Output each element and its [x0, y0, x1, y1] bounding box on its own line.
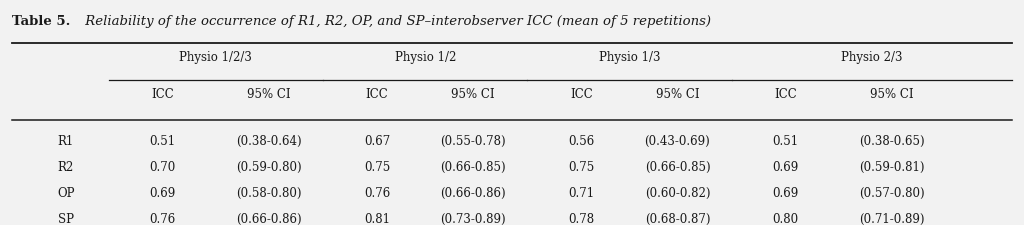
- Text: 0.51: 0.51: [773, 135, 799, 148]
- Text: (0.71-0.89): (0.71-0.89): [859, 212, 925, 225]
- Text: 0.69: 0.69: [150, 186, 176, 199]
- Text: 0.75: 0.75: [365, 160, 390, 173]
- Text: 95% CI: 95% CI: [870, 88, 913, 101]
- Text: (0.66-0.86): (0.66-0.86): [237, 212, 302, 225]
- Text: 0.56: 0.56: [568, 135, 595, 148]
- Text: Physio 1/2: Physio 1/2: [394, 51, 456, 64]
- Text: (0.38-0.65): (0.38-0.65): [859, 135, 925, 148]
- Text: (0.73-0.89): (0.73-0.89): [440, 212, 506, 225]
- Text: (0.60-0.82): (0.60-0.82): [645, 186, 711, 199]
- Text: Physio 1/2/3: Physio 1/2/3: [179, 51, 252, 64]
- Text: (0.59-0.80): (0.59-0.80): [237, 160, 302, 173]
- Text: Table 5.: Table 5.: [11, 15, 70, 28]
- Text: Reliability of the occurrence of R1, R2, OP, and SP–interobserver ICC (mean of 5: Reliability of the occurrence of R1, R2,…: [81, 15, 711, 28]
- Text: (0.66-0.86): (0.66-0.86): [440, 186, 506, 199]
- Text: (0.68-0.87): (0.68-0.87): [645, 212, 711, 225]
- Text: Physio 1/3: Physio 1/3: [599, 51, 660, 64]
- Text: Physio 2/3: Physio 2/3: [841, 51, 902, 64]
- Text: R1: R1: [57, 135, 74, 148]
- Text: (0.57-0.80): (0.57-0.80): [859, 186, 925, 199]
- Text: (0.43-0.69): (0.43-0.69): [644, 135, 711, 148]
- Text: OP: OP: [57, 186, 75, 199]
- Text: SP: SP: [57, 212, 74, 225]
- Text: (0.66-0.85): (0.66-0.85): [645, 160, 711, 173]
- Text: 0.69: 0.69: [772, 186, 799, 199]
- Text: (0.66-0.85): (0.66-0.85): [440, 160, 506, 173]
- Text: 95% CI: 95% CI: [655, 88, 699, 101]
- Text: 0.80: 0.80: [773, 212, 799, 225]
- Text: ICC: ICC: [152, 88, 174, 101]
- Text: 0.81: 0.81: [365, 212, 390, 225]
- Text: ICC: ICC: [570, 88, 593, 101]
- Text: R2: R2: [57, 160, 74, 173]
- Text: ICC: ICC: [774, 88, 797, 101]
- Text: 95% CI: 95% CI: [247, 88, 291, 101]
- Text: 0.75: 0.75: [568, 160, 595, 173]
- Text: (0.58-0.80): (0.58-0.80): [237, 186, 302, 199]
- Text: 0.76: 0.76: [365, 186, 390, 199]
- Text: 0.76: 0.76: [150, 212, 176, 225]
- Text: 0.67: 0.67: [365, 135, 390, 148]
- Text: (0.38-0.64): (0.38-0.64): [237, 135, 302, 148]
- Text: 0.51: 0.51: [150, 135, 176, 148]
- Text: (0.55-0.78): (0.55-0.78): [440, 135, 506, 148]
- Text: 0.70: 0.70: [150, 160, 176, 173]
- Text: 0.71: 0.71: [568, 186, 595, 199]
- Text: 95% CI: 95% CI: [452, 88, 495, 101]
- Text: 0.78: 0.78: [568, 212, 595, 225]
- Text: (0.59-0.81): (0.59-0.81): [859, 160, 925, 173]
- Text: ICC: ICC: [366, 88, 388, 101]
- Text: 0.69: 0.69: [772, 160, 799, 173]
